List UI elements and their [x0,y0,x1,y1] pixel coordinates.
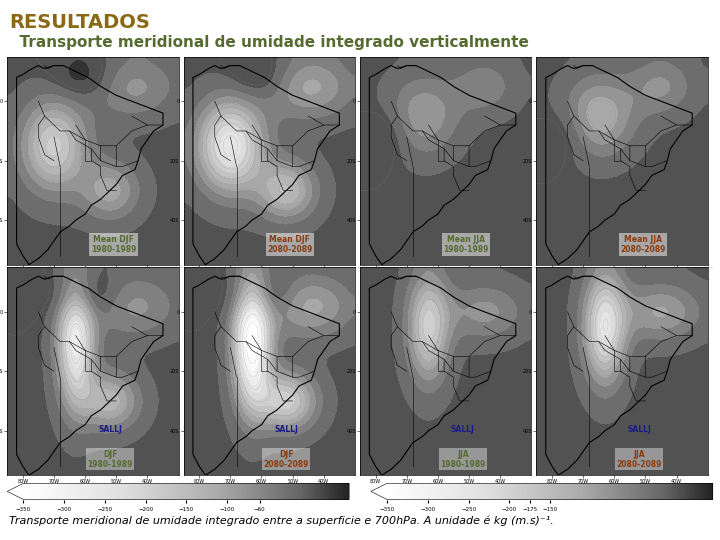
Text: SALLJ: SALLJ [627,424,651,434]
Text: SALLJ: SALLJ [98,424,122,434]
Text: JJA
2080-2089: JJA 2080-2089 [616,450,662,469]
Text: JJA
1980-1989: JJA 1980-1989 [440,450,485,469]
Text: Transporte meridional de umidade integrado verticalmente: Transporte meridional de umidade integra… [9,35,529,50]
Text: DJF
1980-1989: DJF 1980-1989 [87,450,132,469]
Text: DJF
2080-2089: DJF 2080-2089 [264,450,309,469]
Text: RESULTADOS: RESULTADOS [9,14,150,32]
PathPatch shape [371,483,387,500]
Text: SALLJ: SALLJ [274,424,298,434]
Text: Mean JJA
1980-1989: Mean JJA 1980-1989 [444,235,489,254]
PathPatch shape [7,483,24,500]
Text: Mean JJA
2080-2089: Mean JJA 2080-2089 [620,235,665,254]
Text: Transporte meridional de umidade integrado entre a superficie e 700hPa. A unidad: Transporte meridional de umidade integra… [9,516,554,526]
Text: Mean DJF
1980-1989: Mean DJF 1980-1989 [91,235,136,254]
Text: SALLJ: SALLJ [451,424,474,434]
Text: Mean DJF
2080-2089: Mean DJF 2080-2089 [267,235,312,254]
